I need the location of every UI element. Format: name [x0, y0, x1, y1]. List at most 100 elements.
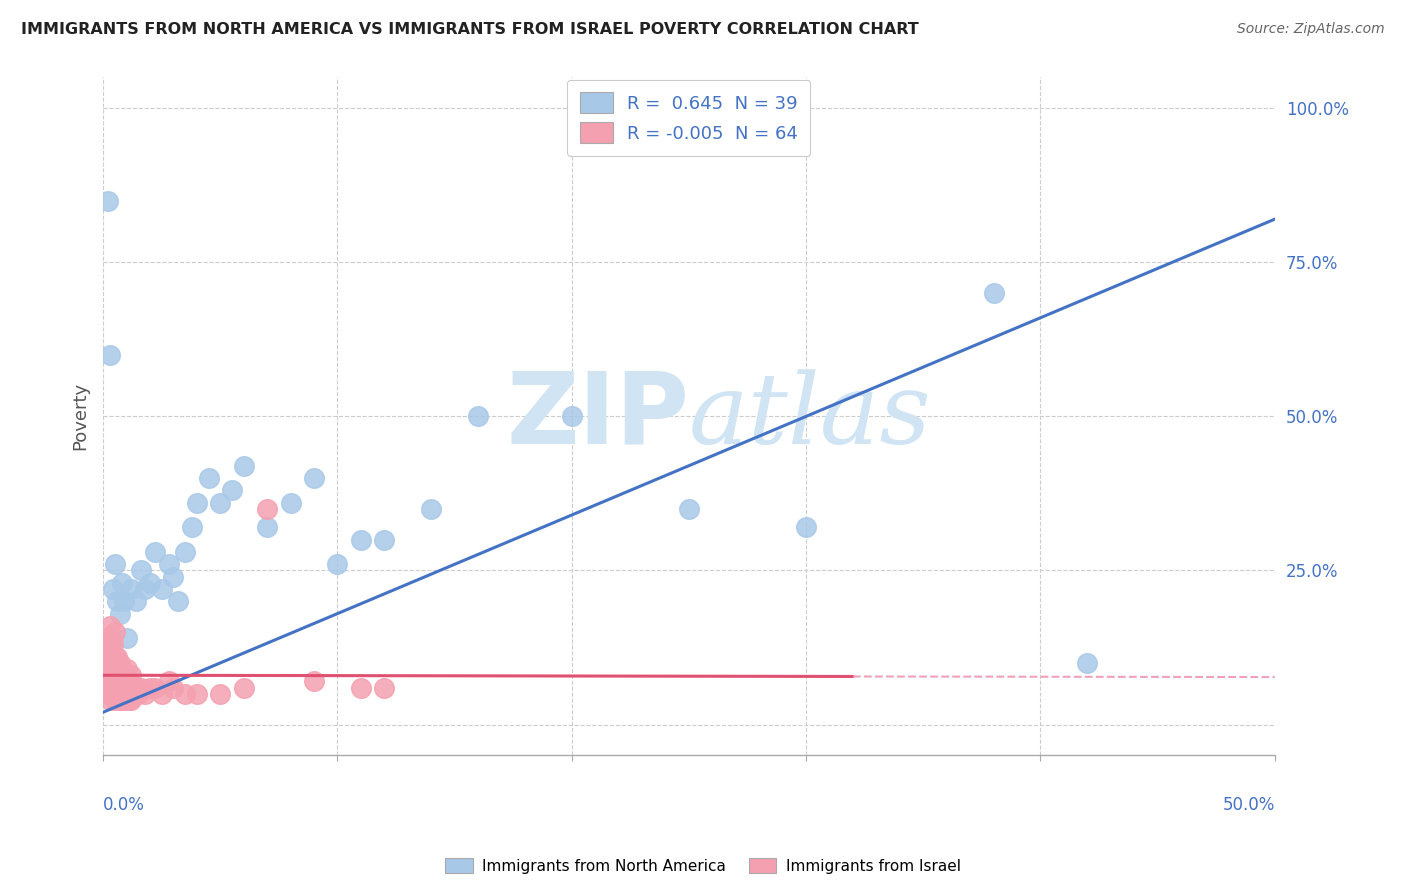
Point — [129, 564, 152, 578]
Point — [139, 575, 162, 590]
Point — [98, 681, 121, 695]
Point — [94, 656, 117, 670]
Point — [150, 582, 173, 596]
Point — [143, 681, 166, 695]
Point — [186, 687, 208, 701]
Point — [104, 625, 127, 640]
Point — [221, 483, 243, 498]
Text: 50.0%: 50.0% — [1222, 796, 1275, 814]
Point — [162, 569, 184, 583]
Point — [98, 693, 121, 707]
Point — [104, 693, 127, 707]
Point — [561, 409, 583, 424]
Point — [122, 687, 145, 701]
Point — [112, 594, 135, 608]
Point — [98, 619, 121, 633]
Point — [232, 458, 254, 473]
Point — [302, 471, 325, 485]
Point — [120, 693, 142, 707]
Point — [104, 649, 127, 664]
Point — [150, 687, 173, 701]
Point — [162, 681, 184, 695]
Point — [111, 681, 134, 695]
Point — [97, 649, 120, 664]
Point — [104, 668, 127, 682]
Point — [101, 687, 124, 701]
Point — [118, 693, 141, 707]
Text: Source: ZipAtlas.com: Source: ZipAtlas.com — [1237, 22, 1385, 37]
Point — [98, 348, 121, 362]
Point — [104, 681, 127, 695]
Point — [120, 668, 142, 682]
Y-axis label: Poverty: Poverty — [72, 383, 89, 450]
Point — [373, 533, 395, 547]
Text: 0.0%: 0.0% — [103, 796, 145, 814]
Point — [302, 674, 325, 689]
Point — [1076, 656, 1098, 670]
Point — [129, 681, 152, 695]
Text: IMMIGRANTS FROM NORTH AMERICA VS IMMIGRANTS FROM ISRAEL POVERTY CORRELATION CHAR: IMMIGRANTS FROM NORTH AMERICA VS IMMIGRA… — [21, 22, 920, 37]
Legend: Immigrants from North America, Immigrants from Israel: Immigrants from North America, Immigrant… — [439, 852, 967, 880]
Point — [197, 471, 219, 485]
Point — [794, 520, 817, 534]
Point — [157, 558, 180, 572]
Point — [157, 674, 180, 689]
Point — [143, 545, 166, 559]
Point — [94, 643, 117, 657]
Point — [101, 662, 124, 676]
Point — [127, 687, 149, 701]
Legend: R =  0.645  N = 39, R = -0.005  N = 64: R = 0.645 N = 39, R = -0.005 N = 64 — [568, 79, 810, 156]
Point — [101, 637, 124, 651]
Point — [97, 662, 120, 676]
Point — [373, 681, 395, 695]
Point — [115, 632, 138, 646]
Point — [115, 662, 138, 676]
Point — [125, 681, 148, 695]
Point — [256, 520, 278, 534]
Point — [97, 632, 120, 646]
Point — [111, 662, 134, 676]
Point — [350, 681, 373, 695]
Point — [209, 687, 232, 701]
Point — [115, 693, 138, 707]
Point — [125, 594, 148, 608]
Point — [108, 693, 131, 707]
Point — [105, 687, 128, 701]
Point — [174, 687, 197, 701]
Point — [209, 496, 232, 510]
Point — [139, 681, 162, 695]
Text: ZIP: ZIP — [506, 368, 689, 465]
Point — [101, 674, 124, 689]
Point — [115, 681, 138, 695]
Point — [97, 674, 120, 689]
Point — [420, 501, 443, 516]
Point — [97, 194, 120, 208]
Text: atlas: atlas — [689, 368, 932, 464]
Point — [105, 674, 128, 689]
Point — [98, 668, 121, 682]
Point — [326, 558, 349, 572]
Point — [983, 286, 1005, 301]
Point — [467, 409, 489, 424]
Point — [118, 674, 141, 689]
Point — [97, 687, 120, 701]
Point — [186, 496, 208, 510]
Point — [108, 656, 131, 670]
Point — [105, 594, 128, 608]
Point — [134, 582, 156, 596]
Point — [120, 582, 142, 596]
Point — [105, 649, 128, 664]
Point — [134, 687, 156, 701]
Point — [108, 681, 131, 695]
Point — [678, 501, 700, 516]
Point — [98, 656, 121, 670]
Point — [112, 693, 135, 707]
Point — [181, 520, 204, 534]
Point — [94, 681, 117, 695]
Point — [108, 668, 131, 682]
Point — [232, 681, 254, 695]
Point — [94, 668, 117, 682]
Point — [111, 693, 134, 707]
Point — [350, 533, 373, 547]
Point — [101, 582, 124, 596]
